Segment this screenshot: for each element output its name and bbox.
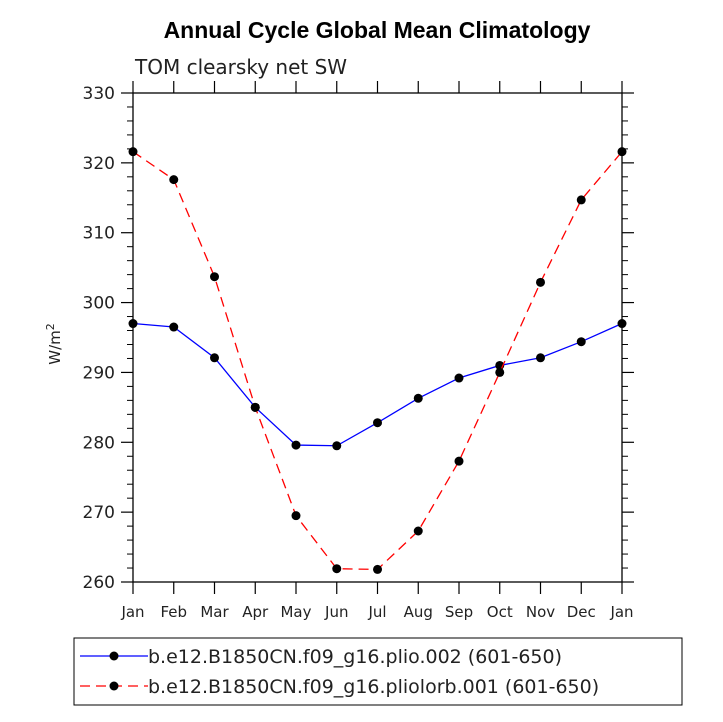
x-tick-label: Jun xyxy=(324,603,348,621)
legend: b.e12.B1850CN.f09_g16.plio.002 (601-650)… xyxy=(73,637,683,706)
legend-marker-1 xyxy=(109,681,119,691)
x-tick-label: Jan xyxy=(120,603,144,621)
x-tick-label: May xyxy=(280,603,311,621)
y-tick-label: 310 xyxy=(83,224,115,244)
series-0-point xyxy=(291,440,301,450)
series-layer xyxy=(128,147,627,574)
series-1-point xyxy=(169,175,179,185)
series-1-point xyxy=(332,564,342,574)
series-0-point xyxy=(617,319,627,329)
x-tick-label: Jul xyxy=(367,603,386,621)
series-1-point xyxy=(373,564,382,574)
series-1-point xyxy=(536,277,545,287)
y-tick-label: 290 xyxy=(83,363,115,383)
x-tick-label: Dec xyxy=(567,603,596,621)
series-0-point xyxy=(210,353,219,363)
series-0-point xyxy=(373,418,382,428)
chart-subtitle: TOM clearsky net SW xyxy=(134,55,347,79)
x-tick-label: Feb xyxy=(160,603,187,621)
series-1-point xyxy=(250,402,260,412)
y-tick-label: 270 xyxy=(83,503,115,523)
y-tick-label: 260 xyxy=(83,573,115,593)
y-axis-ticks: 260 270 280 290 300 310 320 330 xyxy=(83,84,634,593)
legend-box xyxy=(73,637,683,706)
series-1-point xyxy=(413,526,423,536)
x-tick-label: Oct xyxy=(487,603,513,621)
x-tick-label: Jan xyxy=(609,603,633,621)
series-0-point xyxy=(536,353,545,363)
series-0-point xyxy=(332,441,342,451)
chart-title: Annual Cycle Global Mean Climatology xyxy=(164,17,591,43)
series-1-point xyxy=(454,456,464,466)
y-tick-label: 320 xyxy=(83,154,115,174)
x-tick-label: Mar xyxy=(200,603,229,621)
plot-frame xyxy=(132,92,623,583)
series-1-point xyxy=(128,147,138,157)
x-tick-label: Aug xyxy=(404,603,433,621)
series-0-point xyxy=(413,393,423,403)
x-tick-label: Nov xyxy=(526,603,555,621)
series-1-point xyxy=(495,367,505,377)
legend-label-0: b.e12.B1850CN.f09_g16.plio.002 (601-650) xyxy=(148,646,562,668)
series-1-point xyxy=(291,511,301,521)
y-tick-label: 300 xyxy=(83,294,115,314)
series-0-point xyxy=(454,373,464,383)
series-0-point xyxy=(576,337,586,347)
legend-marker-0 xyxy=(109,651,119,661)
y-tick-label: 280 xyxy=(83,433,115,453)
legend-label-1: b.e12.B1850CN.f09_g16.pliolorb.001 (601-… xyxy=(148,676,599,698)
series-1-point xyxy=(617,147,627,157)
series-1-point xyxy=(210,272,219,282)
y-tick-label: 330 xyxy=(83,84,115,104)
y-axis-label: W/m2 xyxy=(44,323,64,365)
x-tick-label: Sep xyxy=(445,603,473,621)
x-tick-label: Apr xyxy=(242,603,269,621)
series-0-point xyxy=(169,322,179,332)
x-axis-ticks: Jan Feb Mar Apr May Jun Jul Aug Sep Oct Nov Dec Jan xyxy=(120,81,634,621)
plot-area: 260 270 280 290 300 310 320 330 Jan Feb Mar Apr May… xyxy=(83,81,634,621)
series-0-point xyxy=(128,319,138,329)
series-1-point xyxy=(576,195,586,205)
series-line-0 xyxy=(132,322,623,447)
series-line-1 xyxy=(132,151,623,571)
